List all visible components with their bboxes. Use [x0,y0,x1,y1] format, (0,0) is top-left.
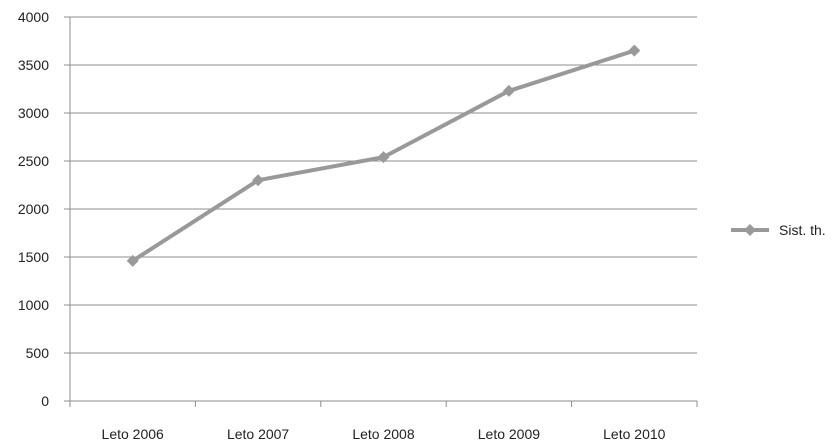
x-tick-label: Leto 2009 [478,426,540,441]
data-point-marker [628,44,641,57]
x-tick-label: Leto 2007 [227,426,289,441]
y-tick-label: 1500 [18,249,49,265]
x-tick-label: Leto 2008 [352,426,414,441]
data-point-marker [126,254,139,267]
data-point-marker [377,151,390,164]
legend-label: Sist. th. [779,222,826,238]
y-tick-label: 4000 [18,9,49,25]
y-tick-label: 3000 [18,105,49,121]
y-tick-label: 2500 [18,153,49,169]
y-tick-label: 0 [41,393,49,409]
legend-marker [744,224,756,236]
x-tick-label: Leto 2010 [603,426,665,441]
y-tick-label: 500 [26,345,50,361]
y-tick-label: 2000 [18,201,49,217]
y-tick-label: 3500 [18,57,49,73]
x-tick-label: Leto 2006 [102,426,164,441]
data-point-marker [502,84,515,97]
y-tick-label: 1000 [18,297,49,313]
data-point-marker [252,174,265,187]
